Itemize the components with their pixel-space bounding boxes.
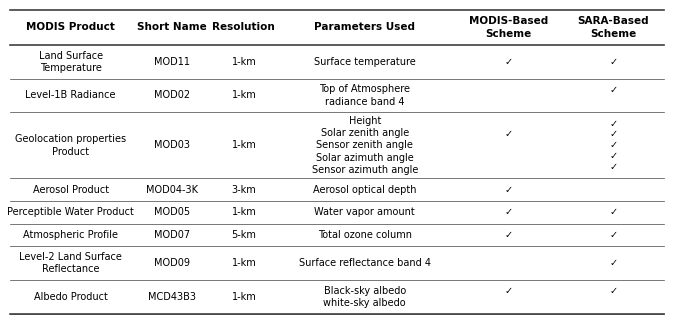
Text: ✓: ✓	[609, 130, 617, 140]
Text: 1-km: 1-km	[231, 57, 256, 67]
Text: Top of Atmosphere
radiance band 4: Top of Atmosphere radiance band 4	[319, 84, 410, 107]
Text: Level-1B Radiance: Level-1B Radiance	[26, 91, 116, 100]
Text: ✓: ✓	[609, 85, 617, 95]
Text: ✓: ✓	[609, 286, 617, 296]
Text: MOD02: MOD02	[154, 91, 190, 100]
Text: ✓: ✓	[505, 130, 513, 140]
Text: ✓: ✓	[609, 162, 617, 172]
Text: MOD03: MOD03	[154, 140, 190, 150]
Text: Parameters Used: Parameters Used	[314, 22, 415, 32]
Text: MCD43B3: MCD43B3	[148, 292, 196, 302]
Text: ✓: ✓	[609, 119, 617, 129]
Text: ✓: ✓	[505, 286, 513, 296]
Text: ✓: ✓	[609, 258, 617, 268]
Text: Surface reflectance band 4: Surface reflectance band 4	[299, 258, 431, 268]
Text: Height
Solar zenith angle
Sensor zenith angle
Solar azimuth angle
Sensor azimuth: Height Solar zenith angle Sensor zenith …	[311, 116, 418, 175]
Text: ✓: ✓	[609, 140, 617, 150]
Text: 1-km: 1-km	[231, 140, 256, 150]
Text: 1-km: 1-km	[231, 292, 256, 302]
Text: MODIS Product: MODIS Product	[26, 22, 115, 32]
Text: 3-km: 3-km	[231, 185, 256, 195]
Text: ✓: ✓	[609, 207, 617, 217]
Text: Short Name: Short Name	[137, 22, 207, 32]
Text: Aerosol Product: Aerosol Product	[32, 185, 109, 195]
Text: Aerosol optical depth: Aerosol optical depth	[313, 185, 417, 195]
Text: Level-2 Land Surface
Reflectance: Level-2 Land Surface Reflectance	[19, 252, 122, 275]
Text: 1-km: 1-km	[231, 258, 256, 268]
Text: MOD07: MOD07	[154, 230, 190, 240]
Text: MOD11: MOD11	[154, 57, 190, 67]
Text: 1-km: 1-km	[231, 207, 256, 217]
Text: ✓: ✓	[505, 230, 513, 240]
Text: Land Surface
Temperature: Land Surface Temperature	[38, 51, 102, 73]
Text: MOD05: MOD05	[154, 207, 190, 217]
Text: ✓: ✓	[505, 207, 513, 217]
Text: Atmospheric Profile: Atmospheric Profile	[23, 230, 118, 240]
Text: ✓: ✓	[609, 151, 617, 161]
Text: 1-km: 1-km	[231, 91, 256, 100]
Text: ✓: ✓	[609, 57, 617, 67]
Text: MODIS-Based
Scheme: MODIS-Based Scheme	[469, 16, 548, 39]
Text: 5-km: 5-km	[231, 230, 256, 240]
Text: MOD04-3K: MOD04-3K	[146, 185, 198, 195]
Text: Geolocation properties
Product: Geolocation properties Product	[15, 134, 126, 156]
Text: SARA-Based
Scheme: SARA-Based Scheme	[578, 16, 649, 39]
Text: Total ozone column: Total ozone column	[317, 230, 412, 240]
Text: MOD09: MOD09	[154, 258, 190, 268]
Text: Resolution: Resolution	[212, 22, 275, 32]
Text: ✓: ✓	[505, 185, 513, 195]
Text: Albedo Product: Albedo Product	[34, 292, 108, 302]
Text: ✓: ✓	[609, 230, 617, 240]
Text: Water vapor amount: Water vapor amount	[314, 207, 415, 217]
Text: Perceptible Water Product: Perceptible Water Product	[7, 207, 134, 217]
Text: Black-sky albedo
white-sky albedo: Black-sky albedo white-sky albedo	[324, 286, 406, 308]
Text: ✓: ✓	[505, 57, 513, 67]
Text: Surface temperature: Surface temperature	[314, 57, 416, 67]
